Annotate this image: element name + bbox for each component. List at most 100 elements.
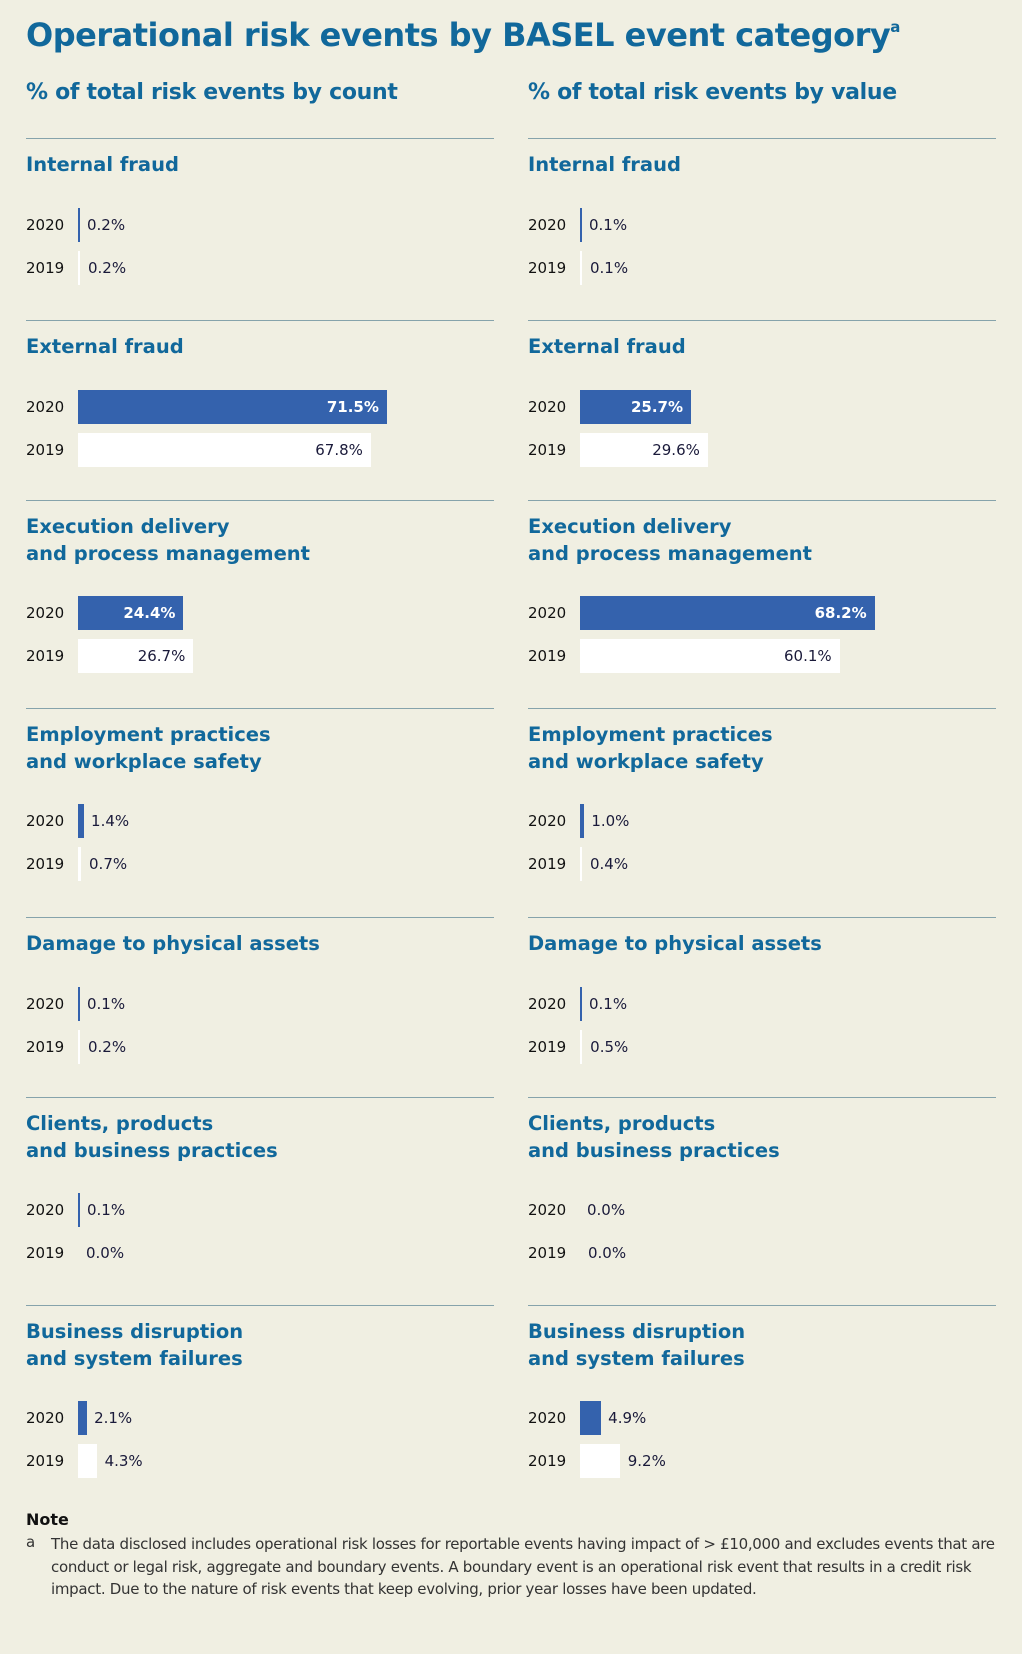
year-label: 2020 — [528, 1201, 567, 1219]
bar-2019 — [580, 251, 582, 285]
category-title: Damage to physical assets — [26, 932, 320, 955]
bar-2020 — [78, 804, 85, 838]
section-divider — [528, 708, 996, 709]
year-label: 2019 — [528, 1452, 567, 1470]
value-label-2020: 0.2% — [87, 216, 126, 234]
value-label-2019: 4.3% — [104, 1452, 143, 1470]
bar-2019 — [580, 639, 840, 673]
year-label: 2020 — [528, 812, 567, 830]
bar-2019 — [580, 1030, 583, 1064]
value-label-2020: 1.4% — [91, 812, 130, 830]
note-text: The data disclosed includes operational … — [51, 1535, 995, 1598]
year-label: 2020 — [528, 995, 567, 1013]
bar-2019 — [78, 1030, 80, 1064]
year-label: 2019 — [26, 855, 65, 873]
year-label: 2020 — [26, 1409, 65, 1427]
year-label: 2019 — [26, 1038, 65, 1056]
year-label: 2019 — [26, 441, 65, 459]
bar-2019 — [78, 847, 82, 881]
value-label-2020: 24.4% — [123, 604, 176, 622]
section-divider — [528, 138, 996, 139]
category-title: Internal fraud — [26, 153, 179, 176]
year-label: 2019 — [528, 1038, 567, 1056]
year-label: 2020 — [26, 812, 65, 830]
category-title: Execution delivery and process managemen… — [528, 515, 812, 565]
section-divider — [26, 500, 494, 501]
bar-2020 — [580, 804, 585, 838]
bar-2020 — [580, 1401, 602, 1435]
value-label-2019: 0.1% — [590, 259, 629, 277]
page-title: Operational risk events by BASEL event c… — [26, 16, 900, 54]
year-label: 2020 — [528, 216, 567, 234]
section-divider — [26, 917, 494, 918]
value-label-2019: 0.2% — [88, 1038, 127, 1056]
title-text: Operational risk events by BASEL event c… — [26, 16, 891, 54]
value-label-2020: 0.1% — [589, 995, 628, 1013]
year-label: 2020 — [26, 995, 65, 1013]
section-divider — [26, 320, 494, 321]
value-label-2020: 71.5% — [326, 398, 379, 416]
year-label: 2020 — [26, 604, 65, 622]
year-label: 2020 — [528, 604, 567, 622]
value-label-2020: 0.1% — [589, 216, 628, 234]
value-label-2020: 0.1% — [87, 995, 126, 1013]
value-label-2019: 0.4% — [590, 855, 629, 873]
value-label-2019: 67.8% — [315, 441, 363, 459]
bar-2019 — [78, 251, 80, 285]
section-divider — [528, 320, 996, 321]
year-label: 2020 — [26, 398, 65, 416]
bar-2020 — [78, 1193, 80, 1227]
category-title: Employment practices and workplace safet… — [528, 723, 773, 773]
value-label-2020: 2.1% — [94, 1409, 133, 1427]
year-label: 2019 — [26, 1244, 65, 1262]
section-divider — [26, 138, 494, 139]
bar-2020 — [580, 390, 692, 424]
section-divider — [26, 1097, 494, 1098]
bar-2020 — [78, 390, 387, 424]
value-label-2019: 0.2% — [88, 259, 127, 277]
bar-2020 — [78, 1401, 88, 1435]
category-title: Employment practices and workplace safet… — [26, 723, 271, 773]
section-divider — [528, 1305, 996, 1306]
value-label-2019: 26.7% — [137, 647, 186, 665]
value-label-2020: 0.1% — [87, 1201, 126, 1219]
value-label-2019: 0.0% — [588, 1244, 627, 1262]
value-label-2020: 4.9% — [608, 1409, 647, 1427]
bar-2020 — [78, 208, 80, 242]
year-label: 2020 — [528, 1409, 567, 1427]
chart-title-value: % of total risk events by value — [528, 80, 897, 105]
category-title: Business disruption and system failures — [528, 1320, 746, 1370]
category-title: Internal fraud — [528, 153, 681, 176]
category-title: Clients, products and business practices — [528, 1112, 780, 1162]
year-label: 2019 — [528, 259, 567, 277]
category-title: External fraud — [26, 335, 184, 358]
year-label: 2019 — [528, 1244, 567, 1262]
bar-2020 — [78, 596, 184, 630]
bar-2020 — [78, 987, 80, 1021]
value-label-2020: 25.7% — [630, 398, 684, 416]
year-label: 2019 — [528, 647, 567, 665]
value-label-2019: 0.7% — [89, 855, 128, 873]
bar-2019 — [78, 433, 371, 467]
bar-2019 — [78, 639, 194, 673]
year-label: 2019 — [26, 647, 65, 665]
category-title: Business disruption and system failures — [26, 1320, 244, 1370]
section-divider — [528, 917, 996, 918]
value-label-2019: 0.5% — [590, 1038, 629, 1056]
year-label: 2019 — [26, 259, 65, 277]
value-label-2020: 0.0% — [587, 1201, 626, 1219]
category-title: External fraud — [528, 335, 686, 358]
note-marker: a — [26, 1533, 36, 1551]
bar-2020 — [580, 987, 582, 1021]
category-title: Damage to physical assets — [528, 932, 822, 955]
value-label-2019: 60.1% — [783, 647, 832, 665]
section-divider — [26, 1305, 494, 1306]
value-label-2019: 29.6% — [652, 441, 700, 459]
year-label: 2020 — [26, 1201, 65, 1219]
section-divider — [528, 500, 996, 501]
category-title: Execution delivery and process managemen… — [26, 515, 310, 565]
value-label-2019: 9.2% — [627, 1452, 666, 1470]
year-label: 2019 — [528, 441, 567, 459]
value-label-2020: 1.0% — [591, 812, 630, 830]
